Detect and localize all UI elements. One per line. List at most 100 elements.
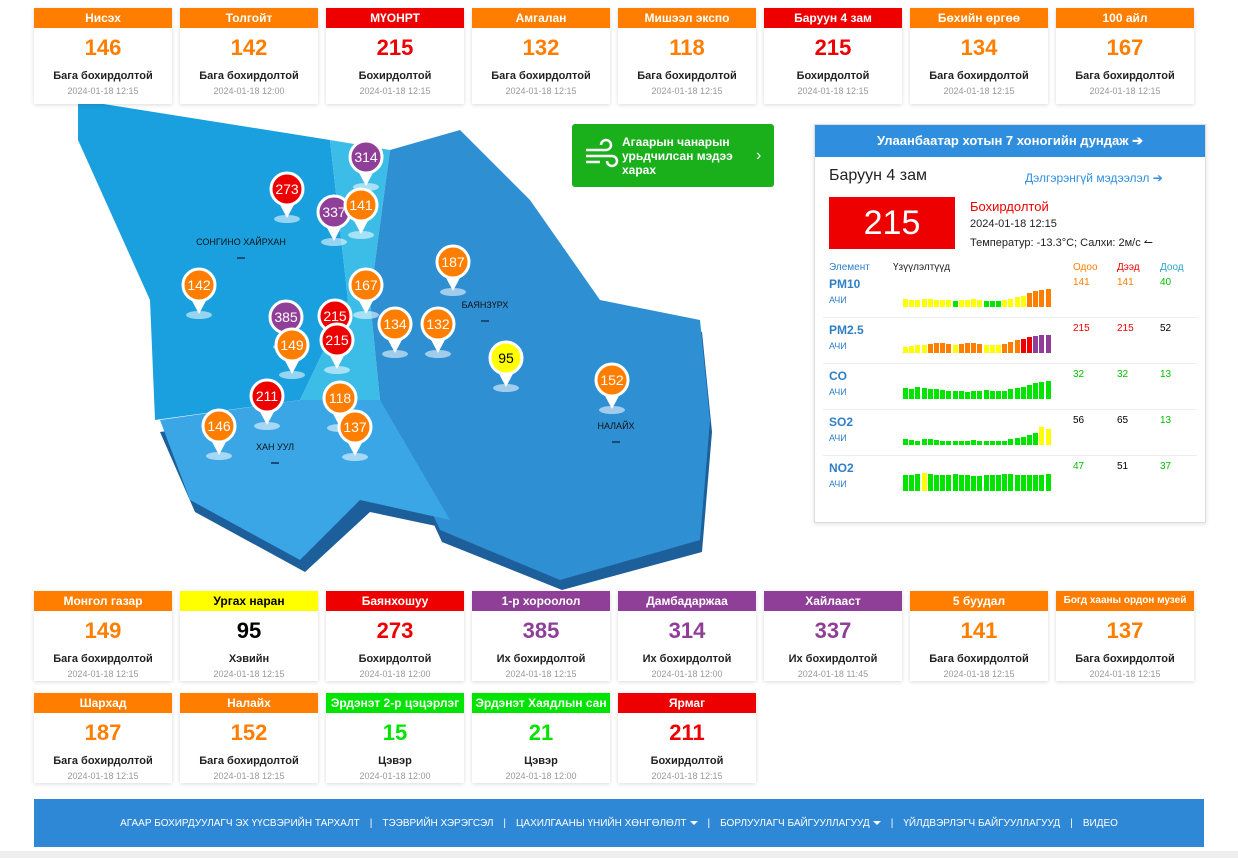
station-time: 2024-01-18 12:15: [943, 86, 1015, 96]
station-card[interactable]: Толгойт 142 Бага бохирдолтой 2024-01-18 12:…: [180, 8, 318, 104]
map-marker[interactable]: 152: [594, 362, 630, 414]
column-header: Доод: [1160, 262, 1184, 273]
history-bar: [940, 299, 946, 307]
nav-item[interactable]: ЦАХИЛГААНЫ ҮНИЙН ХӨНГӨЛӨЛТ: [516, 817, 698, 829]
marker-value: 385: [274, 309, 298, 325]
element-now: 56: [1073, 415, 1085, 426]
history-bar: [909, 388, 915, 399]
nav-item[interactable]: ҮЙЛДВЭРЛЭГЧ БАЙГУУЛЛАГУУД: [903, 818, 1060, 829]
element-max: 65: [1117, 415, 1129, 426]
panel-header[interactable]: Улаанбаатар хотын 7 хоногийн дундаж ➔: [815, 125, 1205, 157]
marker-value: 141: [349, 197, 373, 213]
nav-item[interactable]: БОРЛУУЛАГЧ БАЙГУУЛЛАГУУД: [720, 818, 881, 829]
marker-circle: [269, 171, 305, 207]
history-bar: [940, 390, 946, 399]
station-card[interactable]: Ургах наран 95 Хэвийн 2024-01-18 12:15: [180, 591, 318, 681]
station-status: Бага бохирдолтой: [929, 653, 1029, 665]
map-marker[interactable]: 314: [348, 139, 384, 191]
map-marker[interactable]: 142: [181, 267, 217, 319]
station-aqi: 211: [669, 720, 705, 745]
element-max: 32: [1117, 369, 1129, 380]
history-bar: [983, 344, 989, 353]
history-bar: [1014, 297, 1020, 307]
nav-separator: |: [890, 817, 894, 829]
station-card[interactable]: Шархад 187 Бага бохирдолтой 2024-01-18 12:1…: [34, 693, 172, 783]
marker-shadow: [425, 350, 451, 358]
map-marker[interactable]: 137: [337, 409, 373, 461]
map-marker[interactable]: 187: [435, 244, 471, 296]
panel-header-text: Улаанбаатар хотын 7 хоногийн дундаж: [877, 133, 1129, 148]
station-name: Эрдэнэт Хаядлын сан: [472, 693, 610, 713]
element-max: 215: [1117, 323, 1134, 334]
district-label: ХАН УУЛ: [256, 442, 294, 452]
nav-item[interactable]: АГААР БОХИРДУУЛАГЧ ЭХ ҮҮСВЭРИЙН ТАРХАЛТ: [120, 818, 360, 829]
station-card[interactable]: Амгалан 132 Бага бохирдолтой 2024-01-18 12:…: [472, 8, 610, 104]
marker-circle: [435, 244, 471, 280]
station-aqi: 142: [230, 35, 268, 60]
station-card[interactable]: Бөхийн өргөө 134 Бага бохирдолтой 2024-01-1…: [910, 8, 1048, 104]
marker-shadow: [440, 288, 466, 296]
station-name: Шархад: [34, 693, 172, 713]
history-bar: [1027, 475, 1032, 491]
map-marker[interactable]: 337: [316, 194, 352, 246]
station-name: 100 айл: [1056, 8, 1194, 28]
nav-item[interactable]: ТЭЭВРИЙН ХЭРЭГСЭЛ: [382, 818, 493, 829]
map-marker[interactable]: 273: [269, 171, 305, 223]
station-card[interactable]: Нисэх 146 Бага бохирдолтой 2024-01-18 12:15: [34, 8, 172, 104]
station-status: Бага бохирдолтой: [637, 70, 737, 82]
map-marker[interactable]: 141: [343, 187, 379, 239]
map-marker[interactable]: 149: [274, 327, 310, 379]
details-link-text: Дэлгэрэнгүй мэдээлэл: [1025, 171, 1150, 185]
map-marker[interactable]: 215: [319, 322, 355, 374]
station-card[interactable]: Налайх 152 Бага бохирдолтой 2024-01-18 12:1…: [180, 693, 318, 783]
station-card[interactable]: МҮОНРТ 215 Бохирдолтой 2024-01-18 12:15: [326, 8, 464, 104]
marker-circle: [249, 378, 285, 414]
station-card[interactable]: 5 буудал 141 Бага бохирдолтой 2024-01-18 12…: [910, 591, 1048, 681]
map-marker[interactable]: 146: [201, 408, 237, 460]
marker-shadow: [321, 238, 347, 246]
history-bar: [921, 387, 927, 399]
station-card[interactable]: 1-р хороолол 385 Их бохирдолтой 2024-01-18 …: [472, 591, 610, 681]
map-marker[interactable]: 95: [488, 340, 524, 392]
nav-separator: |: [707, 817, 711, 829]
nav-item[interactable]: ВИДЕО: [1083, 818, 1118, 829]
panel-status: Бохирдолтой: [970, 199, 1049, 214]
history-bar: [903, 299, 908, 307]
history-bar: [958, 299, 964, 307]
map-marker[interactable]: 134: [377, 306, 413, 358]
map-marker[interactable]: 211: [249, 378, 285, 430]
station-card[interactable]: Эрдэнэт 2-р цэцэрлэг 15 Цэвэр 2024-01-18 12…: [326, 693, 464, 783]
station-card[interactable]: Баруун 4 зам 215 Бохирдолтой 2024-01-18 12:…: [764, 8, 902, 104]
station-time: 2024-01-18 12:00: [359, 669, 431, 679]
station-card[interactable]: Дамбадаржаа 314 Их бохирдолтой 2024-01-18 1…: [618, 591, 756, 681]
history-bar: [946, 390, 952, 399]
nav-separator: |: [369, 817, 373, 829]
panel-station: Баруун 4 зам: [829, 167, 927, 184]
station-card[interactable]: Эрдэнэт Хаядлын сан 21 Цэвэр 2024-01-18 12:…: [472, 693, 610, 783]
element-name: CO: [829, 369, 847, 383]
station-card[interactable]: Баянхошуу 273 Бохирдолтой 2024-01-18 12:00: [326, 591, 464, 681]
map-marker[interactable]: 132: [420, 306, 456, 358]
station-card[interactable]: 100 айл 167 Бага бохирдолтой 2024-01-18 12:…: [1056, 8, 1194, 104]
station-card[interactable]: Ярмаг 211 Бохирдолтой 2024-01-18 12:15: [618, 693, 756, 783]
element-unit: АЧИ: [829, 433, 847, 443]
history-bar: [983, 300, 989, 307]
column-header: Элемент: [829, 262, 870, 273]
station-card[interactable]: Монгол газар 149 Бага бохирдолтой 2024-01-1…: [34, 591, 172, 681]
station-status: Бага бохирдолтой: [53, 653, 153, 665]
history-bar: [1027, 435, 1032, 445]
element-now: 141: [1073, 277, 1090, 288]
history-bar: [934, 389, 939, 399]
station-card[interactable]: Мишээл экспо 118 Бага бохирдолтой 2024-01-1…: [618, 8, 756, 104]
district-label: СОНГИНО ХАЙРХАН: [196, 236, 286, 247]
forecast-button[interactable]: Агаарын чанарын урьдчилсан мэдээ харах ›: [572, 124, 774, 187]
map-marker[interactable]: 167: [348, 267, 384, 319]
marker-circle: [319, 322, 355, 358]
details-link[interactable]: Дэлгэрэнгүй мэдээлэл ➔: [1025, 171, 1163, 185]
station-card[interactable]: Богд хааны ордон музей 137 Бага бохирдолто…: [1056, 591, 1194, 681]
history-bar: [989, 301, 995, 307]
station-card[interactable]: Хайлааст 337 Их бохирдолтой 2024-01-18 11:4…: [764, 591, 902, 681]
history-bar: [909, 440, 915, 445]
history-bar: [971, 391, 977, 399]
nav-label: ЦАХИЛГААНЫ ҮНИЙН ХӨНГӨЛӨЛТ: [516, 817, 687, 829]
